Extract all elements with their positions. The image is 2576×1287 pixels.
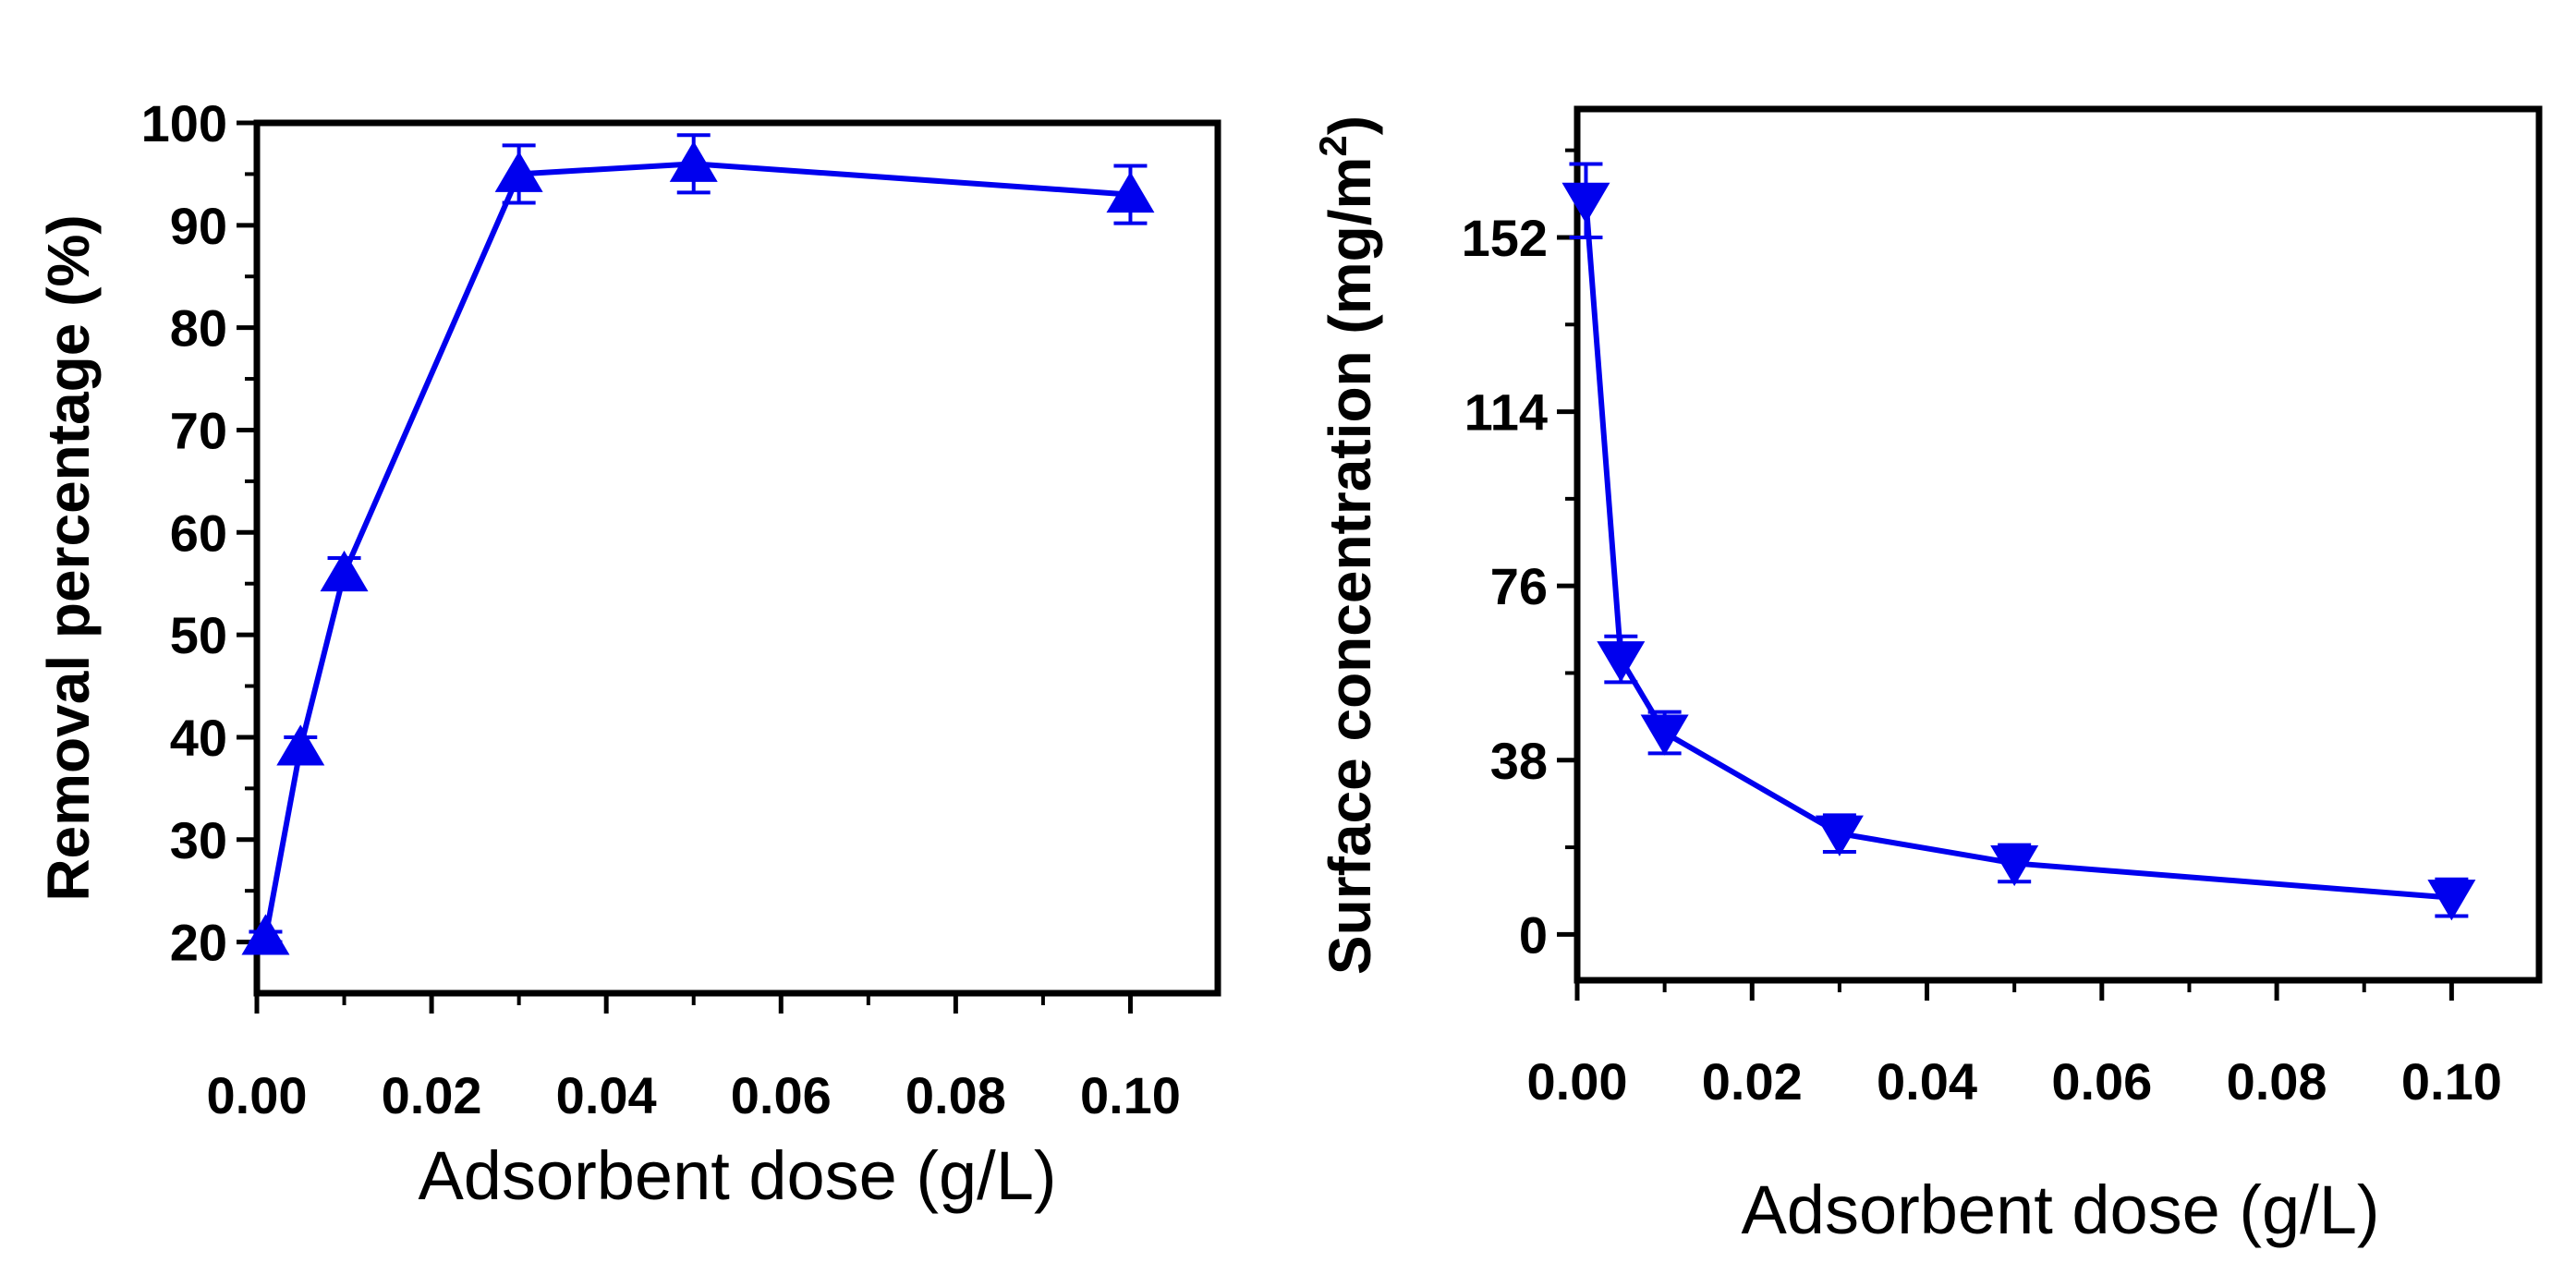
data-point-marker — [1106, 171, 1155, 213]
y-tick-label: 38 — [1490, 732, 1548, 790]
y-tick-label: 76 — [1490, 557, 1548, 615]
right-y-ticks: 0 38 76 114 152 — [1462, 148, 1577, 964]
x-tick-label: 0.08 — [2227, 1052, 2327, 1111]
data-point-marker — [2427, 880, 2476, 921]
data-point-marker — [276, 724, 325, 766]
data-point-marker — [1815, 815, 1864, 856]
right-x-ticks: 0.00 0.02 0.04 0.06 0.08 0.10 — [1527, 980, 2502, 1111]
data-point-marker — [1640, 714, 1689, 756]
y-tick-label: 114 — [1464, 383, 1548, 442]
y-tick-label: 80 — [170, 299, 227, 358]
data-point-marker — [1561, 182, 1610, 224]
x-tick-label: 0.06 — [731, 1066, 832, 1124]
x-tick-label: 0.04 — [556, 1066, 657, 1124]
y-tick-label: 60 — [170, 504, 227, 562]
y-tick-label: 20 — [170, 914, 227, 972]
right-series — [1561, 162, 2476, 921]
left-y-ticks: 20 30 40 50 60 70 80 90 100 — [141, 94, 257, 972]
right-y-axis-title: Surface concentration (mg/m2) — [1311, 115, 1383, 975]
x-tick-label: 0.00 — [207, 1066, 308, 1124]
right-y-axis-title-superscript: 2 — [1311, 135, 1355, 156]
data-point-marker — [669, 140, 718, 182]
data-point-marker — [320, 550, 369, 592]
y-tick-label: 40 — [170, 709, 227, 767]
x-tick-label: 0.04 — [1877, 1052, 1977, 1111]
series-line — [1583, 200, 2452, 901]
y-tick-label: 50 — [170, 606, 227, 664]
left-x-axis-title: Adsorbent dose (g/L) — [418, 1137, 1056, 1214]
surface-concentration-chart: 0 38 76 114 152 0.00 0.02 0.04 0.06 0.08 0.10 Ads… — [1311, 105, 2543, 1248]
data-point-marker — [1990, 844, 2039, 887]
y-tick-label: 152 — [1462, 209, 1548, 267]
y-tick-label: 100 — [141, 94, 227, 152]
x-tick-label: 0.02 — [1702, 1052, 1803, 1111]
series-line — [262, 161, 1131, 938]
right-plot-frame — [1574, 105, 2543, 984]
x-tick-label: 0.10 — [2401, 1052, 2502, 1111]
data-point-marker — [1597, 641, 1646, 683]
removal-percentage-chart: 20 30 40 50 60 70 80 90 100 0.00 0.02 0.04 0.06 0.08… — [35, 94, 1221, 1214]
left-series — [241, 133, 1155, 955]
y-tick-label: 0 — [1519, 905, 1548, 964]
right-y-axis-title-suffix: ) — [1317, 115, 1383, 135]
y-tick-label: 70 — [170, 401, 227, 459]
x-tick-label: 0.06 — [2051, 1052, 2152, 1111]
x-tick-label: 0.08 — [905, 1066, 1006, 1124]
data-point-marker — [494, 151, 543, 192]
data-point-marker — [241, 914, 290, 955]
right-x-axis-title: Adsorbent dose (g/L) — [1741, 1172, 2379, 1248]
right-y-axis-title-main: Surface concentration (mg/m — [1317, 157, 1383, 976]
y-tick-label: 90 — [170, 197, 227, 255]
left-plot-frame — [253, 119, 1221, 997]
x-tick-label: 0.00 — [1527, 1052, 1628, 1111]
x-tick-label: 0.10 — [1080, 1066, 1181, 1124]
y-tick-label: 30 — [170, 811, 227, 869]
left-x-ticks: 0.00 0.02 0.04 0.06 0.08 0.10 — [207, 993, 1181, 1124]
x-tick-label: 0.02 — [382, 1066, 482, 1124]
left-y-axis-title: Removal percentage (%) — [35, 214, 102, 901]
